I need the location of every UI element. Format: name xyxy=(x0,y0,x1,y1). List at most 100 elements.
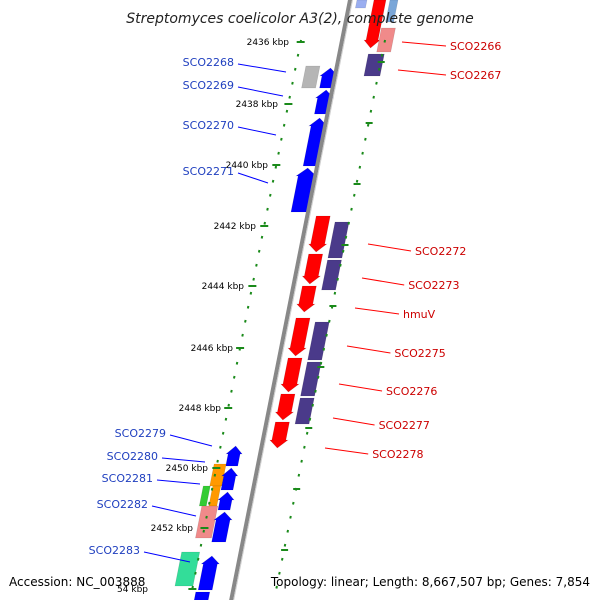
feature-SCO2277 xyxy=(274,393,296,421)
track-dot xyxy=(266,207,269,211)
scale-tick-label: 2438 kbp xyxy=(236,100,279,110)
track-dot xyxy=(277,151,280,155)
track-dot xyxy=(291,81,294,85)
accession-text: Accession: NC_003888 xyxy=(9,575,145,589)
track-dot xyxy=(292,501,295,505)
gene-leader-SCO2269 xyxy=(237,86,284,97)
scale-tick-label: 2440 kbp xyxy=(226,161,269,171)
track-dot xyxy=(208,501,211,505)
track-dot xyxy=(280,137,283,141)
gene-label-SCO2283: SCO2283 xyxy=(89,544,140,557)
track-dot xyxy=(303,445,306,449)
track-dot xyxy=(322,347,326,351)
track-dot xyxy=(274,165,278,169)
track-dot xyxy=(199,543,203,547)
feature-SCO2272-hit xyxy=(327,221,350,259)
feature-SCO2281-orange xyxy=(208,485,222,507)
feature-hmuV xyxy=(296,285,317,313)
track-dot xyxy=(221,431,225,435)
gene-label-SCO2271: SCO2271 xyxy=(183,165,234,178)
scale-tick-label: 2448 kbp xyxy=(179,404,222,414)
gene-label-SCO2277: SCO2277 xyxy=(379,419,430,432)
feature-SCO2282 xyxy=(195,505,219,539)
gene-label-SCO2276: SCO2276 xyxy=(386,385,437,398)
feature-bottom-fwd xyxy=(193,591,211,600)
gene-label-SCO2282: SCO2282 xyxy=(97,498,148,511)
track-dot xyxy=(383,39,387,43)
gene-label-SCO2266: SCO2266 xyxy=(450,40,501,53)
track-dot xyxy=(235,361,239,365)
genome-summary-text: Topology: linear; Length: 8,667,507 bp; … xyxy=(270,575,590,589)
track-dot xyxy=(375,81,378,85)
gene-leader-SCO2270 xyxy=(237,126,277,136)
track-dot xyxy=(282,123,286,127)
track-dot xyxy=(227,403,230,407)
feature-SCO2268 xyxy=(301,65,321,89)
scale-tick-label: 2442 kbp xyxy=(214,222,257,232)
track-dot xyxy=(278,571,281,575)
feature-SCO2283-fwd xyxy=(197,555,221,591)
gene-leader-SCO2271 xyxy=(237,172,269,184)
feature-SCO2275-hit xyxy=(307,321,330,361)
gene-label-SCO2273: SCO2273 xyxy=(408,279,459,292)
track-dot xyxy=(333,291,337,295)
track-dot xyxy=(205,515,208,519)
scale-tick-label: 2444 kbp xyxy=(202,282,245,292)
track-dot xyxy=(308,417,312,421)
track-dot xyxy=(325,333,328,337)
track-dot xyxy=(353,193,356,197)
feature-SCO2266-pink xyxy=(376,27,396,53)
feature-SCO2278 xyxy=(269,421,290,449)
track-dot xyxy=(216,459,219,463)
right-dotted-track xyxy=(275,39,387,589)
gene-label-SCO2281: SCO2281 xyxy=(102,472,153,485)
track-dot xyxy=(210,487,214,491)
gene-leader-SCO2277 xyxy=(332,417,375,426)
track-dot xyxy=(339,263,342,267)
scale-tick-label: 54 kbp xyxy=(117,585,148,595)
track-dot xyxy=(377,67,381,71)
feature-SCO2266 xyxy=(363,0,387,49)
track-dot xyxy=(355,179,359,183)
track-dot xyxy=(361,151,364,155)
feature-SCO2276-hit xyxy=(300,361,322,397)
gene-label-SCO2270: SCO2270 xyxy=(183,119,234,132)
track-dot xyxy=(311,403,314,407)
gene-leader-SCO2281 xyxy=(156,479,201,485)
backbone-layer xyxy=(229,0,354,600)
track-dot xyxy=(380,53,384,57)
track-dot xyxy=(271,179,275,183)
track-dot xyxy=(246,305,250,309)
track-dot xyxy=(286,529,290,533)
track-dot xyxy=(319,361,323,365)
track-dot xyxy=(255,263,258,267)
track-dot xyxy=(260,235,264,239)
feature-SCO2279 xyxy=(225,445,243,467)
track-dot xyxy=(194,571,197,575)
track-dot xyxy=(347,221,351,225)
track-dot xyxy=(263,221,267,225)
gene-label-SCO2280: SCO2280 xyxy=(107,450,158,463)
scale-tick-label: 2436 kbp xyxy=(247,38,290,48)
scale-tick-label: 2452 kbp xyxy=(151,524,194,534)
feature-SCO2272 xyxy=(308,215,331,253)
scale-tick-label: 2450 kbp xyxy=(166,464,209,474)
gene-label-SCO2267: SCO2267 xyxy=(450,69,501,82)
genome-backbone xyxy=(229,0,353,600)
track-dot xyxy=(275,585,278,589)
track-dot xyxy=(249,291,253,295)
feature-top-faded xyxy=(355,0,368,9)
track-dot xyxy=(230,389,233,393)
gene-leader-SCO2268 xyxy=(237,63,287,73)
gene-leader-SCO2266 xyxy=(401,41,447,47)
track-dot xyxy=(280,557,284,561)
track-dot xyxy=(257,249,261,253)
track-dot xyxy=(219,445,222,449)
gene-leader-SCO2278 xyxy=(324,447,369,455)
feature-SCO2283 xyxy=(174,551,201,587)
gene-leader-SCO2280 xyxy=(161,457,206,463)
genome-title: Streptomyces coelicolor A3(2), complete … xyxy=(126,11,474,27)
feature-SCO2273-hit xyxy=(321,259,342,291)
gene-leader-SCO2279 xyxy=(169,434,213,447)
track-dot xyxy=(213,473,217,477)
